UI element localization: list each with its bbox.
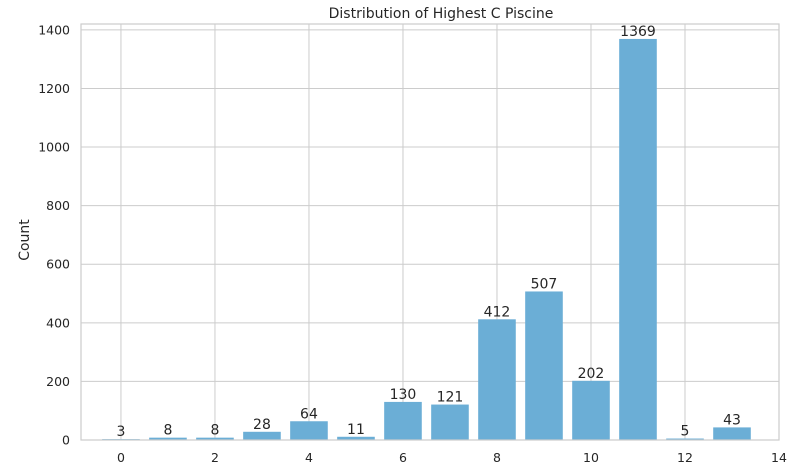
- y-axis-label: Count: [17, 219, 33, 261]
- y-tick-label: 1000: [38, 140, 70, 155]
- data-label: 64: [300, 406, 318, 422]
- data-label: 28: [253, 417, 271, 433]
- bar: [196, 437, 234, 440]
- y-tick-label: 800: [46, 198, 70, 213]
- data-label: 8: [210, 423, 219, 439]
- bar: [713, 427, 751, 440]
- data-label: 8: [163, 423, 172, 439]
- data-label: 3: [116, 424, 125, 440]
- x-tick-label: 6: [399, 450, 407, 465]
- y-tick-label: 0: [62, 433, 70, 448]
- data-label: 43: [723, 412, 741, 428]
- data-label: 507: [531, 276, 558, 292]
- bar: [243, 431, 281, 440]
- data-label: 5: [681, 424, 690, 440]
- bar: [666, 438, 704, 440]
- tick-labels: 0 200 400 600 800 1000 1200 1400 0 2 4 6 8 10 12 14: [38, 22, 787, 465]
- data-labels: 3 8 8 28 64 11 130 121 412 507 202 1369 5 43: [116, 24, 740, 440]
- bar: [478, 319, 516, 440]
- chart-title: Distribution of Highest C Piscine: [329, 6, 554, 22]
- plot-frame: [80, 23, 780, 441]
- plot-border: [80, 23, 780, 441]
- bars: [102, 38, 751, 440]
- bar: [290, 421, 328, 440]
- bar: [384, 401, 422, 440]
- bar: [431, 404, 469, 440]
- y-tick-label: 200: [46, 374, 70, 389]
- y-tick-label: 1400: [38, 22, 70, 37]
- bar: [149, 437, 187, 440]
- data-label: 130: [390, 387, 417, 403]
- x-tick-label: 12: [677, 450, 693, 465]
- y-tick-label: 600: [46, 257, 70, 272]
- x-tick-label: 4: [305, 450, 313, 465]
- data-label: 1369: [620, 24, 656, 40]
- bar: [619, 38, 657, 440]
- bar: [525, 291, 563, 440]
- data-label: 11: [347, 422, 365, 438]
- bar: [337, 436, 375, 440]
- y-tick-label: 400: [46, 315, 70, 330]
- data-label: 121: [437, 390, 464, 406]
- grid-lines: [81, 24, 780, 441]
- x-tick-label: 10: [583, 450, 599, 465]
- bar: [572, 380, 610, 440]
- x-tick-label: 8: [493, 450, 501, 465]
- y-tick-label: 1200: [38, 81, 70, 96]
- data-label: 412: [484, 304, 511, 320]
- x-tick-label: 2: [211, 450, 219, 465]
- data-label: 202: [578, 366, 605, 382]
- x-tick-label: 0: [117, 450, 125, 465]
- x-tick-label: 14: [771, 450, 787, 465]
